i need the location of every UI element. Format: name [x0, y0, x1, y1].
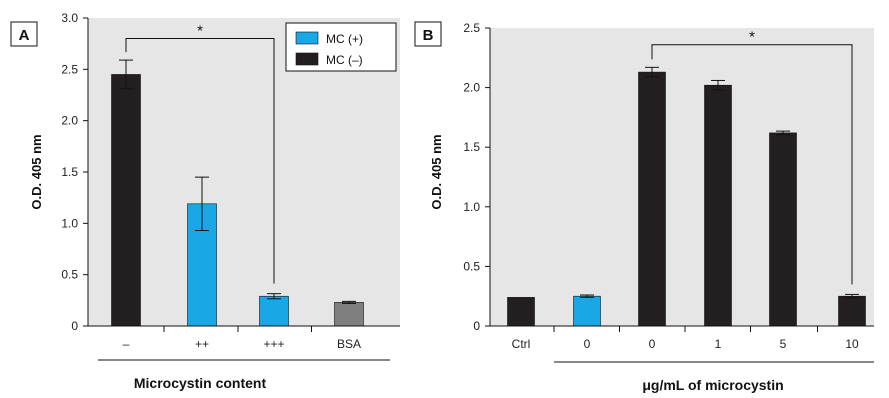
bar — [704, 84, 732, 327]
y-tick-label: 1.0 — [463, 200, 480, 214]
bar — [334, 302, 364, 327]
panel-a-y-ticks: 0 0.5 1.0 1.5 2.0 2.5 3.0 — [61, 11, 88, 333]
panel-b: B 0 0.5 1.0 1.5 2.0 2.5 * Ctrl 0 0 1 5 10 O.D. 405… — [414, 21, 874, 393]
panel-b-plot-area — [490, 28, 874, 326]
y-tick-label: 2.5 — [61, 62, 78, 76]
bar — [573, 295, 601, 327]
bar — [769, 132, 797, 327]
panel-b-label: B — [423, 27, 434, 44]
panel-b-x-ticks: Ctrl 0 0 1 5 10 — [512, 326, 859, 351]
bar — [638, 71, 666, 327]
bar — [838, 295, 866, 327]
panel-a-significance: * — [125, 23, 275, 284]
panel-a-label-box — [10, 21, 38, 47]
x-tick-label: 1 — [715, 337, 722, 351]
panel-a-x-axis-label: Microcystin content — [134, 375, 267, 391]
panel-b-y-ticks: 0 0.5 1.0 1.5 2.0 2.5 — [463, 21, 490, 333]
significance-star: * — [749, 29, 755, 46]
panel-a-legend: MC (+) MC (–) — [285, 22, 397, 72]
y-tick-label: 1.0 — [61, 216, 78, 230]
panel-b-significance: * — [651, 29, 853, 285]
x-tick-label: +++ — [263, 337, 284, 351]
y-tick-label: 1.5 — [463, 140, 480, 154]
panel-a-label: A — [19, 27, 30, 44]
x-tick-label: BSA — [337, 337, 361, 351]
bar — [111, 74, 141, 327]
x-tick-label: ++ — [195, 337, 209, 351]
y-tick-label: 3.0 — [61, 11, 78, 25]
y-tick-label: 2.0 — [463, 81, 480, 95]
x-tick-label: Ctrl — [512, 337, 531, 351]
significance-bracket — [125, 38, 275, 284]
legend-label-mc-negative: MC (–) — [326, 53, 363, 67]
panel-a-bars — [111, 59, 364, 327]
panel-a: A 00.51.01.52.02.53.0 * – ++ +++ BSA O.D. 4… — [10, 11, 400, 391]
legend-label-mc-positive: MC (+) — [326, 32, 363, 46]
legend-swatch-mc-negative — [295, 52, 319, 66]
x-tick-label: 0 — [649, 337, 656, 351]
y-tick-label: 2.5 — [463, 21, 480, 35]
x-tick-label: 5 — [780, 337, 787, 351]
significance-bracket — [651, 44, 853, 285]
panel-a-x-ticks: – ++ +++ BSA — [123, 326, 361, 351]
y-tick-label: 2.0 — [61, 114, 78, 128]
panel-b-label-box — [414, 21, 442, 47]
y-tick-label: 0.5 — [463, 259, 480, 273]
x-tick-label: 0 — [584, 337, 591, 351]
panel-b-bars — [507, 66, 866, 327]
bar — [259, 295, 289, 327]
legend-swatch-mc-positive — [295, 31, 319, 45]
x-tick-label: 10 — [845, 337, 859, 351]
panel-a-y-axis-label: O.D. 405 nm — [29, 134, 44, 209]
panel-b-y-axis-label: O.D. 405 nm — [429, 134, 444, 209]
panel-b-x-axis-label: μg/mL of microcystin — [642, 377, 783, 393]
significance-star: * — [197, 23, 203, 40]
y-tick-label: 0 — [71, 319, 78, 333]
bar — [507, 297, 535, 327]
x-tick-label: – — [123, 337, 130, 351]
y-tick-label: 1.5 — [61, 165, 78, 179]
y-tick-label: 0 — [473, 319, 480, 333]
y-tick-label: 0.5 — [61, 268, 78, 282]
